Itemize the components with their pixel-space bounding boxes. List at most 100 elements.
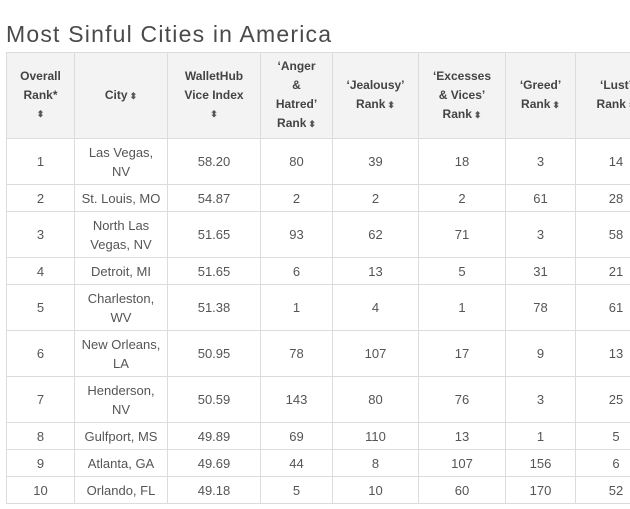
column-header-overall-rank[interactable]: Overall Rank* ⬍ xyxy=(6,52,75,139)
city-name-line: St. Louis, MO xyxy=(81,190,161,206)
cell-excesses-vices-rank: 1 xyxy=(418,284,506,331)
cell-overall-rank: 5 xyxy=(6,284,75,331)
cell-lust-rank: 58 xyxy=(575,211,630,258)
column-header-label: ‘Excesses xyxy=(432,68,492,83)
column-header-label: Rank⬍ xyxy=(356,97,395,111)
city-name-line: LA xyxy=(113,355,129,371)
cell-vice-index: 49.69 xyxy=(167,449,261,477)
table-body: 1 Las Vegas, NV 58.20 80 39 18 3 14 2 St. Louis, M… xyxy=(6,138,630,504)
table-row: 9 Atlanta, GA 49.69 44 8 107 156 6 xyxy=(6,449,630,477)
cell-overall-rank: 8 xyxy=(6,422,75,450)
column-header-label: ‘Jealousy’ xyxy=(346,78,405,92)
column-header-label: City xyxy=(104,87,128,102)
column-header-jealousy-rank[interactable]: ‘Jealousy’ Rank ⬍ xyxy=(332,52,419,139)
cell-lust-rank: 21 xyxy=(575,257,630,285)
city-name-line: North Las xyxy=(92,217,150,233)
cell-city: St. Louis, MO xyxy=(74,184,168,212)
table-row: 4 Detroit, MI 51.65 6 13 5 31 21 xyxy=(6,257,630,285)
table-row: 7 Henderson, NV 50.59 143 80 76 3 25 xyxy=(6,376,630,423)
column-header-city[interactable]: City ⬍ xyxy=(74,52,168,139)
cell-anger-hatred-rank: 2 xyxy=(260,184,333,212)
cell-overall-rank: 4 xyxy=(6,257,75,285)
table-row: 1 Las Vegas, NV 58.20 80 39 18 3 14 xyxy=(6,138,630,185)
table-row: 8 Gulfport, MS 49.89 69 110 13 1 5 xyxy=(6,422,630,450)
sort-icon[interactable]: ⬍ xyxy=(210,109,218,119)
column-header-label: Rank⬍ xyxy=(442,106,482,121)
table-row: 5 Charleston, WV 51.38 1 4 1 78 61 xyxy=(6,284,630,331)
table-row: 2 St. Louis, MO 54.87 2 2 2 61 28 xyxy=(6,184,630,212)
cell-anger-hatred-rank: 5 xyxy=(260,476,333,504)
cell-jealousy-rank: 2 xyxy=(332,184,419,212)
table-row: 10 Orlando, FL 49.18 5 10 60 170 52 xyxy=(6,476,630,504)
cell-jealousy-rank: 39 xyxy=(332,138,419,185)
cell-vice-index: 51.38 xyxy=(167,284,261,331)
cell-greed-rank: 3 xyxy=(505,138,576,185)
cell-city: Orlando, FL xyxy=(74,476,168,504)
cell-greed-rank: 31 xyxy=(505,257,576,285)
cell-excesses-vices-rank: 107 xyxy=(418,449,506,477)
column-header-label: Hatred’ xyxy=(275,97,318,111)
cell-overall-rank: 7 xyxy=(6,376,75,423)
cell-vice-index: 49.89 xyxy=(167,422,261,450)
sort-icon[interactable]: ⬍ xyxy=(36,109,45,119)
cell-vice-index: 49.18 xyxy=(167,476,261,504)
cell-jealousy-rank: 4 xyxy=(332,284,419,331)
sort-icon[interactable]: ⬍ xyxy=(308,119,316,129)
cell-jealousy-rank: 110 xyxy=(332,422,419,450)
cell-anger-hatred-rank: 93 xyxy=(260,211,333,258)
sort-icon[interactable]: ⬍ xyxy=(552,100,560,110)
cell-city: Charleston, WV xyxy=(74,284,168,331)
column-header-label: & xyxy=(292,78,301,92)
cell-jealousy-rank: 80 xyxy=(332,376,419,423)
table-row: 3 North Las Vegas, NV 51.65 93 62 71 3 58 xyxy=(6,211,630,258)
column-header-label: & Vices’ xyxy=(438,87,486,102)
cell-anger-hatred-rank: 1 xyxy=(260,284,333,331)
cell-overall-rank: 2 xyxy=(6,184,75,212)
cell-lust-rank: 52 xyxy=(575,476,630,504)
cell-greed-rank: 9 xyxy=(505,330,576,377)
cell-vice-index: 50.95 xyxy=(167,330,261,377)
sort-icon[interactable]: ⬍ xyxy=(129,90,138,101)
cell-greed-rank: 78 xyxy=(505,284,576,331)
cell-anger-hatred-rank: 143 xyxy=(260,376,333,423)
table-row: 6 New Orleans, LA 50.95 78 107 17 9 13 xyxy=(6,330,630,377)
column-header-label: Rank⬍ xyxy=(277,116,316,130)
cell-excesses-vices-rank: 18 xyxy=(418,138,506,185)
cell-city: Detroit, MI xyxy=(74,257,168,285)
cell-excesses-vices-rank: 71 xyxy=(418,211,506,258)
cell-vice-index: 51.65 xyxy=(167,257,261,285)
cell-lust-rank: 61 xyxy=(575,284,630,331)
cell-greed-rank: 170 xyxy=(505,476,576,504)
cell-greed-rank: 3 xyxy=(505,376,576,423)
rankings-table-container[interactable]: Overall Rank* ⬍ City ⬍ WalletHub Vice Index ⬍ ‘A… xyxy=(6,52,630,509)
column-header-vice-index[interactable]: WalletHub Vice Index ⬍ xyxy=(167,52,261,139)
cell-jealousy-rank: 62 xyxy=(332,211,419,258)
city-name-line: Henderson, xyxy=(87,382,155,398)
cell-lust-rank: 14 xyxy=(575,138,630,185)
city-name-line: Detroit, MI xyxy=(91,263,151,279)
cell-greed-rank: 3 xyxy=(505,211,576,258)
cell-vice-index: 50.59 xyxy=(167,376,261,423)
cell-lust-rank: 25 xyxy=(575,376,630,423)
cell-anger-hatred-rank: 6 xyxy=(260,257,333,285)
cell-excesses-vices-rank: 2 xyxy=(418,184,506,212)
column-header-greed-rank[interactable]: ‘Greed’ Rank ⬍ xyxy=(505,52,576,139)
column-header-label: ‘Greed’ xyxy=(519,78,562,92)
column-header-lust-rank[interactable]: ‘Lust’ Rank⬍ xyxy=(575,52,630,139)
column-header-label: Rank⬍ xyxy=(521,97,560,111)
column-header-label: ‘Anger xyxy=(277,59,316,73)
page-title: Most Sinful Cities in America xyxy=(6,21,333,48)
rankings-table: Overall Rank* ⬍ City ⬍ WalletHub Vice Index ⬍ ‘A… xyxy=(6,52,630,504)
sort-icon[interactable]: ⬍ xyxy=(473,109,482,120)
cell-excesses-vices-rank: 76 xyxy=(418,376,506,423)
cell-city: New Orleans, LA xyxy=(74,330,168,377)
column-header-label: Rank* xyxy=(23,88,58,102)
city-name-line: Charleston, xyxy=(87,290,155,306)
cell-anger-hatred-rank: 44 xyxy=(260,449,333,477)
sort-icon[interactable]: ⬍ xyxy=(387,100,395,110)
cell-vice-index: 58.20 xyxy=(167,138,261,185)
sort-icon[interactable]: ⬍ xyxy=(628,100,630,110)
column-header-excesses-vices-rank[interactable]: ‘Excesses & Vices’ Rank ⬍ xyxy=(418,52,506,139)
cell-city: Atlanta, GA xyxy=(74,449,168,477)
column-header-anger-hatred-rank[interactable]: ‘Anger & Hatred’ Rank ⬍ xyxy=(260,52,333,139)
